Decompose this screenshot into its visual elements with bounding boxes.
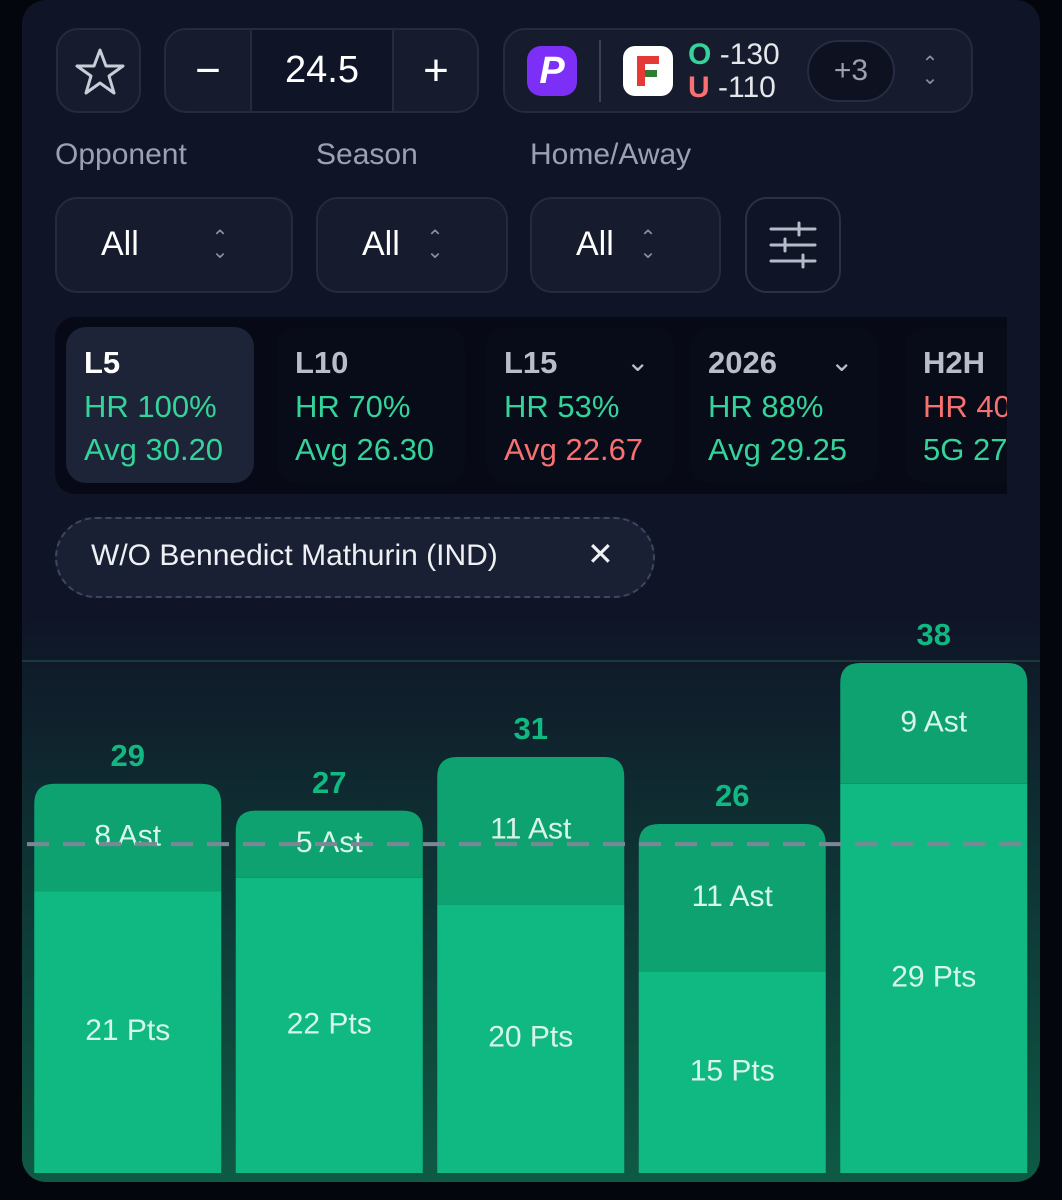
filter-label: Opponent	[55, 138, 187, 171]
decrement-button[interactable]: −	[195, 46, 221, 95]
filter-tag[interactable]: W/O Bennedict Mathurin (IND) ✕	[55, 517, 655, 598]
period-tab[interactable]: L10 HR 70% Avg 26.30	[277, 327, 465, 483]
star-icon	[75, 48, 125, 95]
segment-label: 9 Ast	[900, 705, 967, 738]
chevron-icon: ⌃ ⌄	[426, 227, 444, 263]
tab-stat: Avg 29.25	[708, 432, 848, 467]
book-logo[interactable]	[623, 46, 673, 96]
bar-segment	[437, 904, 625, 1173]
bar-segment	[34, 783, 222, 892]
filter-select[interactable]: All ⌃ ⌄	[530, 197, 721, 293]
period-tab[interactable]: H2H HR 40 5G 27.	[905, 327, 1007, 483]
total-label: 29	[111, 738, 145, 773]
increment-button[interactable]: +	[423, 46, 449, 95]
segment-label: 8 Ast	[94, 819, 161, 852]
period-tab[interactable]: 2026 ⌄ HR 88% Avg 29.25	[690, 327, 878, 483]
segment-label: 11 Ast	[490, 813, 572, 846]
total-label: 26	[715, 778, 749, 813]
filter-value: All	[101, 225, 139, 263]
tab-title: L10	[295, 345, 349, 380]
segment-label: 22 Pts	[287, 1007, 372, 1040]
period-tabs: L5 HR 100% Avg 30.20 L10 HR 70% Avg 26.30 L15 ⌄…	[55, 317, 1007, 494]
tab-stat: HR 70%	[295, 389, 411, 424]
chevron-icon: ⌃ ⌄	[211, 227, 229, 263]
tab-stat: Avg 22.67	[504, 432, 644, 467]
bar-segment	[840, 783, 1028, 1173]
bar-segment	[840, 663, 1028, 784]
divider	[599, 40, 601, 102]
under-odds: U -110	[688, 71, 776, 105]
period-tab[interactable]: L5 HR 100% Avg 30.20	[66, 327, 254, 483]
segment-label: 20 Pts	[488, 1021, 573, 1054]
favorite-button[interactable]	[56, 28, 141, 113]
filter-value: All	[576, 225, 614, 263]
filter-select[interactable]: All ⌃ ⌄	[316, 197, 508, 293]
sliders-icon	[769, 221, 817, 269]
chevron-icon: ⌃ ⌄	[639, 227, 657, 263]
book-logo[interactable]: P	[527, 46, 577, 96]
filter-value: All	[362, 225, 400, 263]
tab-title: L5	[84, 345, 121, 380]
tab-stat: HR 88%	[708, 389, 824, 424]
odds-box: P O -130 U -110 +3 ⌃ ⌄	[503, 28, 973, 113]
tab-stat: HR 53%	[504, 389, 620, 424]
filter-label: Season	[316, 138, 418, 171]
more-books[interactable]: +3	[807, 40, 895, 102]
tab-stat: 5G 27.	[923, 432, 1007, 467]
line-stepper: − 24.5 +	[164, 28, 479, 113]
tab-stat: Avg 26.30	[295, 432, 435, 467]
line-value: 24.5	[250, 30, 394, 111]
segment-label: 21 Pts	[85, 1014, 170, 1047]
segment-label: 11 Ast	[692, 880, 774, 913]
over-odds: O -130	[688, 38, 780, 72]
remove-tag-icon[interactable]: ✕	[587, 536, 614, 572]
tab-title: H2H	[923, 345, 986, 380]
total-label: 38	[917, 617, 951, 652]
total-label: 31	[514, 711, 548, 746]
total-label: 27	[312, 765, 346, 800]
bar-segment	[638, 824, 826, 972]
filter-select[interactable]: All ⌃ ⌄	[55, 197, 293, 293]
tab-stat: Avg 30.20	[84, 432, 224, 467]
segment-label: 29 Pts	[891, 960, 976, 993]
bar-segment	[34, 891, 222, 1173]
tab-title: 2026	[708, 345, 777, 380]
dropdown-icon: ⌄	[626, 346, 650, 377]
dropdown-icon: ⌄	[830, 346, 854, 377]
segment-label: 15 Pts	[690, 1054, 775, 1087]
tab-stat: HR 100%	[84, 389, 217, 424]
tag-text: W/O Bennedict Mathurin (IND)	[91, 539, 498, 572]
bar-segment	[638, 971, 826, 1173]
tab-title: L15	[504, 345, 558, 380]
under-label: U	[688, 71, 710, 104]
period-tab[interactable]: L15 ⌄ HR 53% Avg 22.67	[486, 327, 674, 483]
sort-icon[interactable]: ⌃ ⌄	[921, 53, 939, 89]
tab-stat: HR 40	[923, 389, 1007, 424]
over-label: O	[688, 38, 712, 71]
bar-segment	[437, 756, 625, 905]
under-price: -110	[718, 71, 776, 104]
bar-segment	[235, 877, 423, 1173]
filter-label: Home/Away	[530, 138, 692, 171]
over-price: -130	[719, 38, 780, 71]
filter-settings-button[interactable]	[745, 197, 841, 293]
